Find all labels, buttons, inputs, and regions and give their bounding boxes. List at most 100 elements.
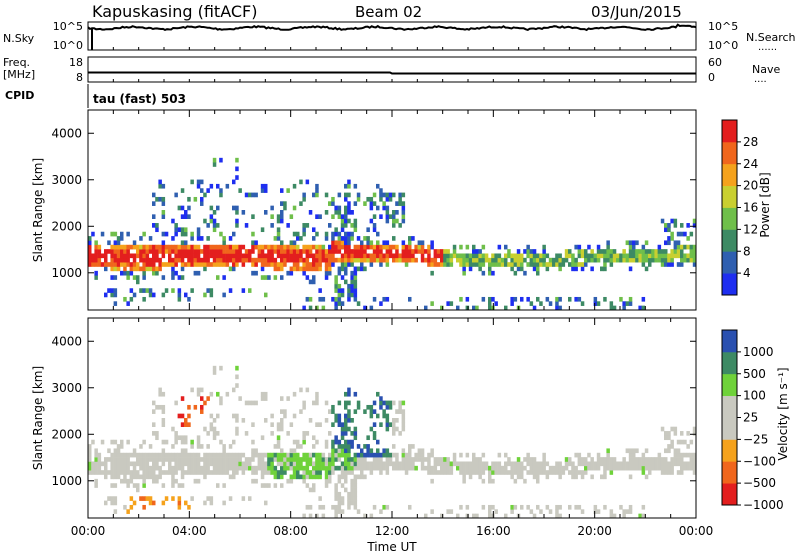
power-cell bbox=[110, 266, 114, 272]
power-cell bbox=[260, 275, 265, 280]
freq-left-tick-high: 18 bbox=[69, 56, 83, 69]
power-cell bbox=[468, 253, 473, 259]
velocity-cell bbox=[366, 465, 370, 471]
power-cell bbox=[196, 262, 201, 267]
velocity-cell bbox=[142, 439, 146, 445]
velocity-cell bbox=[337, 496, 342, 501]
power-cell bbox=[673, 218, 678, 224]
velocity-cell bbox=[264, 470, 268, 475]
power-cell bbox=[376, 253, 380, 259]
power-cell bbox=[353, 288, 358, 293]
velocity-cell bbox=[436, 461, 441, 467]
power-cell bbox=[689, 231, 694, 237]
power-cell bbox=[360, 244, 364, 250]
velocity-cell bbox=[216, 465, 220, 471]
velocity-cell bbox=[340, 431, 345, 436]
velocity-cell bbox=[500, 470, 505, 475]
velocity-cell bbox=[446, 461, 450, 467]
power-cell bbox=[644, 253, 649, 259]
velocity-cell bbox=[296, 444, 300, 449]
velocity-cell bbox=[177, 500, 182, 506]
power-cell bbox=[427, 249, 431, 254]
velocity-cell bbox=[369, 409, 374, 414]
velocity-cell bbox=[510, 465, 514, 471]
power-cell bbox=[299, 179, 303, 185]
velocity-cell bbox=[328, 470, 332, 475]
velocity-cell bbox=[228, 461, 233, 467]
power-cell bbox=[88, 253, 92, 259]
power-cell bbox=[344, 183, 348, 189]
power-cell bbox=[337, 301, 342, 306]
velocity-cell bbox=[305, 387, 310, 393]
velocity-cell bbox=[254, 470, 258, 475]
velocity-cell bbox=[180, 452, 185, 458]
velocity-cell bbox=[369, 404, 374, 410]
power-cell bbox=[158, 262, 162, 267]
power-cell bbox=[555, 262, 559, 267]
power-cell bbox=[344, 192, 348, 198]
y-tick-label: 1000 bbox=[51, 266, 82, 280]
power-cell bbox=[686, 244, 690, 250]
velocity-cell bbox=[414, 465, 418, 471]
power-cell bbox=[321, 244, 326, 250]
velocity-cell bbox=[452, 457, 457, 462]
velocity-cell bbox=[481, 504, 486, 510]
velocity-cell bbox=[424, 513, 428, 519]
power-cell bbox=[276, 249, 281, 254]
velocity-cell bbox=[372, 465, 377, 471]
power-cell bbox=[340, 257, 345, 263]
velocity-cell bbox=[260, 483, 265, 488]
velocity-cell bbox=[228, 496, 233, 501]
velocity-cell bbox=[184, 422, 188, 427]
power-cell bbox=[472, 262, 476, 267]
velocity-cell bbox=[340, 461, 345, 467]
power-cell bbox=[113, 240, 118, 246]
velocity-cell bbox=[497, 465, 502, 471]
power-cell bbox=[481, 296, 486, 302]
velocity-cell bbox=[120, 461, 124, 467]
velocity-cell bbox=[270, 431, 274, 436]
power-cell bbox=[424, 249, 428, 254]
velocity-cell bbox=[555, 509, 559, 514]
velocity-cell bbox=[120, 470, 124, 475]
velocity-cell bbox=[225, 470, 230, 475]
power-cell bbox=[292, 205, 297, 211]
velocity-cell bbox=[254, 448, 258, 454]
power-cell bbox=[408, 253, 412, 259]
velocity-cell bbox=[244, 400, 249, 406]
velocity-cell bbox=[235, 431, 239, 436]
power-cell bbox=[212, 257, 217, 263]
power-cell bbox=[129, 266, 134, 272]
velocity-cell bbox=[155, 465, 159, 471]
power-cell bbox=[456, 253, 460, 259]
power-cell bbox=[302, 262, 306, 267]
velocity-cell bbox=[264, 396, 268, 401]
velocity-cell bbox=[152, 409, 156, 414]
velocity-cell bbox=[196, 439, 201, 445]
velocity-cell bbox=[254, 478, 258, 484]
power-cell bbox=[324, 192, 329, 198]
velocity-cell bbox=[356, 457, 361, 462]
velocity-cell bbox=[353, 491, 358, 497]
velocity-cell bbox=[654, 457, 658, 462]
power-cell bbox=[254, 192, 258, 198]
velocity-cell bbox=[312, 483, 316, 488]
velocity-cell bbox=[632, 457, 636, 462]
power-cell bbox=[302, 223, 306, 228]
power-cell bbox=[276, 266, 281, 272]
power-cell bbox=[369, 257, 374, 263]
power-cell bbox=[270, 257, 274, 263]
power-cell bbox=[344, 257, 348, 263]
power-cell bbox=[635, 253, 639, 259]
velocity-cell bbox=[264, 391, 268, 397]
power-cell bbox=[110, 275, 114, 280]
velocity-cell bbox=[168, 457, 172, 462]
velocity-cell bbox=[321, 461, 326, 467]
velocity-cell bbox=[513, 465, 518, 471]
power-cell bbox=[193, 244, 198, 250]
power-cell bbox=[136, 253, 140, 259]
colorbar-swatch bbox=[722, 273, 737, 296]
power-cell bbox=[392, 236, 396, 241]
power-cell bbox=[305, 244, 310, 250]
velocity-cell bbox=[344, 474, 348, 480]
